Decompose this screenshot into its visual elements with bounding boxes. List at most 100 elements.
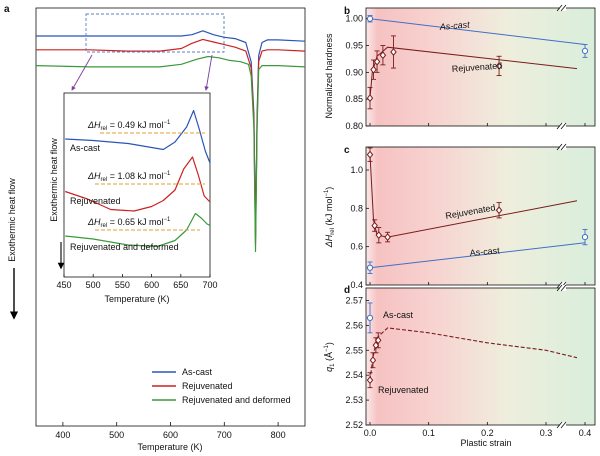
- panel-b-trend-as-cast: [369, 18, 586, 45]
- inset-label-rejdef: Rejuvenated and deformed: [70, 242, 179, 252]
- panel-label-c: c: [344, 145, 350, 156]
- panel-c-ytick-label-0.6: 0.6: [350, 242, 363, 252]
- panel-b-point-as-cast-0: [366, 15, 374, 22]
- panel-a-tick-label-700: 700: [217, 430, 232, 440]
- inset-label-rejuv: Rejuvenated: [70, 196, 121, 206]
- panel-label-d: d: [344, 285, 350, 296]
- panel-d-point-rejuvenated-2: [372, 341, 380, 350]
- legend-rejuv: Rejuvenated: [182, 381, 233, 391]
- panel-c-ytick-label-0.8: 0.8: [350, 203, 363, 213]
- panel-c-trend-as-cast: [369, 242, 586, 269]
- panel-b-ytick-label-0.8: 0.80: [345, 121, 363, 131]
- panel-b-ytick-label-0.85: 0.85: [345, 94, 363, 104]
- panel-d-point-rejuvenated-0: [366, 376, 374, 385]
- panel-d-xtick-label-0.4: 0.4: [579, 428, 592, 438]
- panel-c-point-rejuvenated-0: [366, 150, 374, 159]
- panel-b-point-as-cast-1: [581, 47, 589, 55]
- panel-d-ytick-label-2.53: 2.53: [345, 395, 363, 405]
- panel-c-background: [366, 147, 595, 285]
- panel-a-line-as-cast: [36, 30, 306, 239]
- panel-a-series: [35, 30, 306, 253]
- panel-b: 0.80 0.85 0.90 0.95 1.00: [345, 4, 596, 131]
- panel-b-background: [366, 8, 595, 126]
- inset-label-ascast: As-cast: [70, 143, 101, 153]
- legend-ascast: As-cast: [182, 367, 213, 377]
- panel-c-point-as-cast-0: [366, 264, 374, 271]
- panel-b-break-mark-0a: [556, 4, 563, 12]
- panel-b-ytick-label-0.95: 0.95: [345, 41, 363, 51]
- panel-d-y-label: q1 (Å−1): [324, 342, 336, 372]
- inset-tick-label-550: 550: [115, 280, 130, 290]
- inset-tick-label-500: 500: [86, 280, 101, 290]
- inset-line-rejuvenated-and-deformed: [65, 212, 211, 248]
- panel-d-break-mark-1b: [560, 421, 567, 429]
- panel-a-y-label: Exothermic heat flow: [7, 178, 17, 262]
- inset-x-label: Temperature (K): [104, 294, 169, 304]
- panel-d-ytick-label-2.54: 2.54: [345, 370, 363, 380]
- panel-d-point-as-cast-0: [366, 314, 374, 321]
- panel-a-legend: As-cast Rejuvenated Rejuvenated and defo…: [152, 367, 291, 405]
- panel-d-xtick-label-0.1: 0.1: [422, 428, 435, 438]
- panel-c: 0.4 0.6 0.8 1.0: [350, 143, 596, 290]
- panel-b-ytick-label-1: 1.00: [345, 14, 363, 24]
- zoom-arrow-left: [71, 54, 93, 91]
- inset-series: [65, 109, 211, 248]
- panel-label-b: b: [344, 6, 350, 17]
- strain-x-label: Plastic strain: [460, 438, 511, 448]
- panel-b-point-rejuvenated-0: [366, 94, 374, 103]
- panel-a-tick-label-500: 500: [109, 430, 124, 440]
- inset-dh-ascast: ΔHrel = 0.49 kJ mol−1: [87, 120, 171, 132]
- inset-dh-rejuv: ΔHrel = 1.08 kJ mol−1: [87, 171, 171, 183]
- panel-d-trend-rejuvenated: [369, 327, 578, 381]
- panel-d-xtick-label-0.3: 0.3: [540, 428, 553, 438]
- panel-c-label-ascast: As-cast: [469, 245, 500, 258]
- panel-d-xtick-label-0.2: 0.2: [481, 428, 494, 438]
- panel-c-break-mark-0b: [560, 143, 567, 151]
- panel-c-frame: [365, 146, 596, 286]
- panel-c-point-rejuvenated-1: [371, 221, 378, 230]
- panel-c-ytick-label-1: 1.0: [350, 165, 363, 175]
- panel-a-line-rejuvenated-and-deformed: [35, 55, 306, 253]
- zoom-box: [85, 13, 225, 53]
- inset-frame: [63, 92, 211, 278]
- panel-b-break-mark-1a: [556, 122, 563, 130]
- panel-d-point-rejuvenated-3: [374, 336, 382, 345]
- panel-b-label-rejuv: Rejuvenated: [451, 60, 502, 74]
- panel-d-ytick-label-2.57: 2.57: [345, 295, 363, 305]
- panel-d-point-rejuvenated-1: [369, 356, 377, 365]
- panel-b-point-rejuvenated-2: [373, 57, 381, 66]
- panel-d-label-rejuv: Rejuvenated: [378, 385, 429, 395]
- legend-rejdef: Rejuvenated and deformed: [182, 395, 291, 405]
- panel-b-y-label: Normalized hardness: [324, 33, 334, 119]
- panel-d-break-mark-1a: [556, 421, 563, 429]
- panel-b-point-rejuvenated-3: [379, 51, 387, 60]
- panel-c-point-as-cast-1: [581, 233, 589, 241]
- panel-c-break-mark-1a: [556, 281, 563, 289]
- panel-d-label-ascast: As-cast: [383, 310, 414, 320]
- panel-a-x-label: Temperature (K): [137, 442, 202, 452]
- panel-a-x-ticks: 400 500 600 700 800: [55, 422, 286, 440]
- panel-b-point-rejuvenated-4: [390, 47, 397, 56]
- panel-b-label-ascast: As-cast: [438, 19, 470, 32]
- panel-b-ytick-label-0.9: 0.90: [345, 67, 363, 77]
- panel-a-tick-label-800: 800: [271, 430, 286, 440]
- panel-b-frame: [365, 7, 596, 127]
- panel-b-break-mark-1b: [560, 122, 567, 130]
- panel-a-line-rejuvenated: [36, 38, 306, 245]
- inset-tick-label-450: 450: [56, 280, 71, 290]
- panel-b-break-mark-0b: [560, 4, 567, 12]
- inset-line-rejuvenated: [65, 156, 211, 212]
- panel-d-frame: [365, 287, 596, 426]
- panel-d: 2.52 2.53 2.54 2.55 2.56 2.57 0.0 0.1 0.2 0.3 0.4: [345, 284, 596, 438]
- panel-c-point-rejuvenated-3: [384, 233, 391, 242]
- panel-d-ytick-label-2.56: 2.56: [345, 320, 363, 330]
- inset-x-ticks: 450 500 550 600 650 700: [56, 274, 218, 290]
- inset-tick-label-700: 700: [202, 280, 217, 290]
- panel-c-ytick-label-0.4: 0.4: [350, 280, 363, 290]
- panel-b-point-rejuvenated-1: [370, 65, 377, 74]
- panel-c-break-mark-0a: [556, 143, 563, 151]
- panel-d-ytick-label-2.55: 2.55: [345, 345, 363, 355]
- panel-d-xtick-label-0: 0.0: [364, 428, 377, 438]
- inset-dh-rejdef: ΔHrel = 0.65 kJ mol−1: [87, 217, 171, 229]
